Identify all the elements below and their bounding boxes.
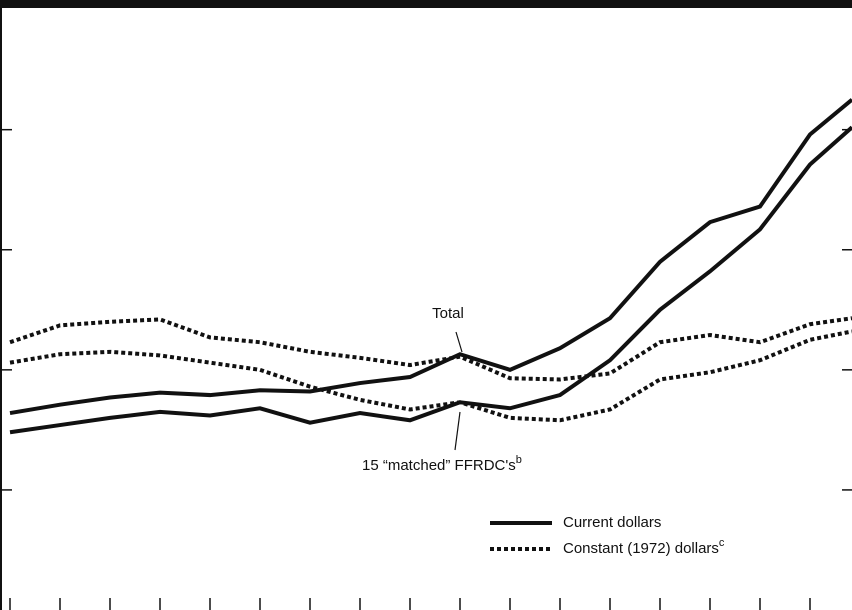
legend-label: Constant (1972) dollarsc xyxy=(563,537,725,557)
matched-text: 15 “matched” FFRDC's xyxy=(362,457,516,474)
legend-label: Current dollars xyxy=(563,514,661,531)
matched-label: 15 “matched” FFRDC'sb xyxy=(362,454,522,474)
constant-dollars-line xyxy=(9,329,852,423)
matched-sup: b xyxy=(516,454,522,466)
legend-text: Current dollars xyxy=(563,514,661,531)
legend-text: Constant (1972) dollars xyxy=(563,540,719,557)
total-label: Total xyxy=(432,305,464,322)
current-dollars-line xyxy=(9,125,852,435)
total-pointer xyxy=(455,331,463,353)
constant-dollars-line xyxy=(9,316,852,382)
legend-sup: c xyxy=(719,537,725,549)
top-border xyxy=(0,0,852,8)
current-dollars-line xyxy=(9,98,852,416)
matched-pointer xyxy=(454,411,461,451)
